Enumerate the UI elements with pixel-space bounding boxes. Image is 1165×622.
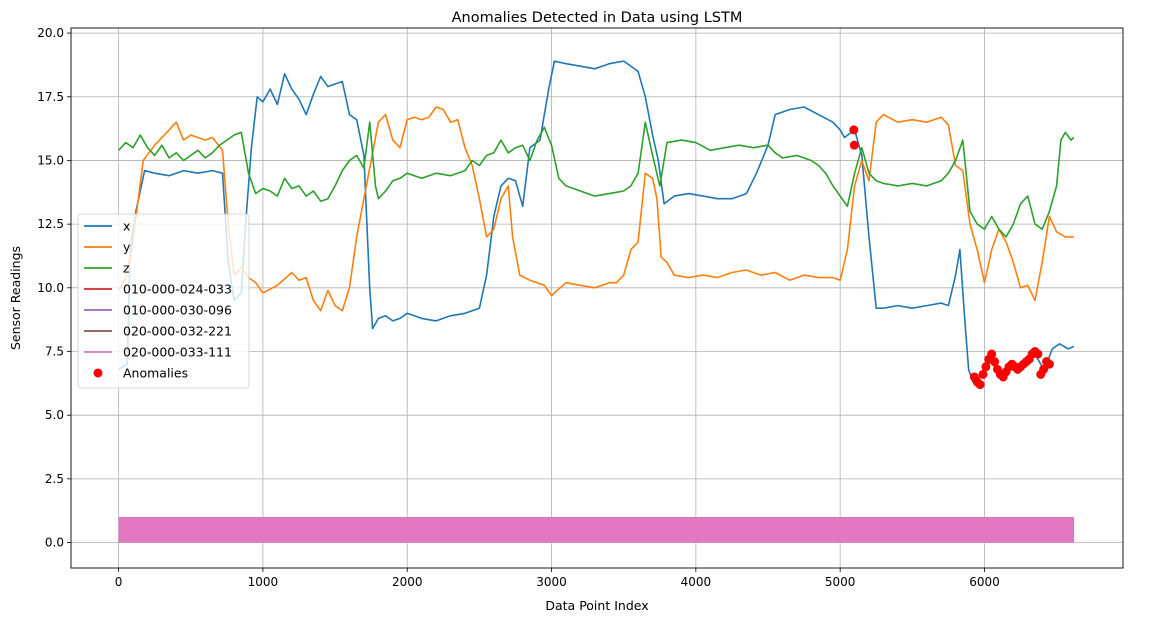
series-line-y xyxy=(117,106,1074,312)
x-tick-label: 3000 xyxy=(536,575,567,589)
y-tick-label: 12.5 xyxy=(37,217,64,231)
x-tick-label: 4000 xyxy=(681,575,712,589)
anomaly-point xyxy=(849,140,859,150)
x-tick-label: 2000 xyxy=(392,575,423,589)
legend-label: 010-000-024-033 xyxy=(123,282,232,297)
x-tick-label: 1000 xyxy=(248,575,279,589)
x-tick-label: 6000 xyxy=(969,575,1000,589)
series-layer xyxy=(117,60,1075,383)
legend-label: x xyxy=(123,219,130,234)
y-tick-label: 0.0 xyxy=(45,536,64,550)
y-tick-label: 7.5 xyxy=(45,344,64,358)
anomaly-point xyxy=(990,357,1000,367)
anomaly-layer xyxy=(849,125,1054,390)
chart-title: Anomalies Detected in Data using LSTM xyxy=(452,10,743,26)
ticks: 0 1000 2000 3000 4000 5000 6000 0.0 2.5 5.0 7.5 10.… xyxy=(37,26,999,589)
legend-box xyxy=(77,213,250,389)
legend-label: z xyxy=(123,261,130,276)
anomaly-point xyxy=(1033,349,1043,359)
anomaly-point xyxy=(978,369,988,379)
legend-label: 010-000-030-096 xyxy=(123,303,232,318)
legend-label: Anomalies xyxy=(123,366,188,381)
plot-frame xyxy=(70,27,1124,569)
band-020-000-033-111 xyxy=(118,517,1074,543)
x-tick-label: 5000 xyxy=(825,575,856,589)
anomaly-point xyxy=(849,125,859,135)
legend-swatch xyxy=(93,368,103,378)
y-tick-label: 20.0 xyxy=(37,26,64,40)
y-axis-label: Sensor Readings xyxy=(8,246,23,350)
band-layer xyxy=(118,517,1074,543)
anomaly-point xyxy=(981,362,991,372)
legend: xyz 010-000-024-033 010-000-030-096 020-000… xyxy=(77,213,250,389)
x-tick-label: 0 xyxy=(115,575,123,589)
x-axis-label: Data Point Index xyxy=(545,598,648,613)
legend-label: 020-000-033-111 xyxy=(123,345,232,360)
anomaly-point xyxy=(975,380,985,390)
y-tick-label: 10.0 xyxy=(37,281,64,295)
legend-label: y xyxy=(123,240,131,255)
anomaly-point xyxy=(1039,364,1049,374)
y-tick-label: 17.5 xyxy=(37,90,64,104)
y-tick-label: 5.0 xyxy=(45,408,64,422)
series-line-z xyxy=(118,121,1075,238)
series-line-x xyxy=(118,60,1075,383)
y-tick-label: 2.5 xyxy=(45,472,64,486)
y-tick-label: 15.0 xyxy=(37,153,64,167)
anomaly-point xyxy=(987,349,997,359)
anomaly-point xyxy=(1044,359,1054,369)
legend-label: 020-000-032-221 xyxy=(123,324,232,339)
